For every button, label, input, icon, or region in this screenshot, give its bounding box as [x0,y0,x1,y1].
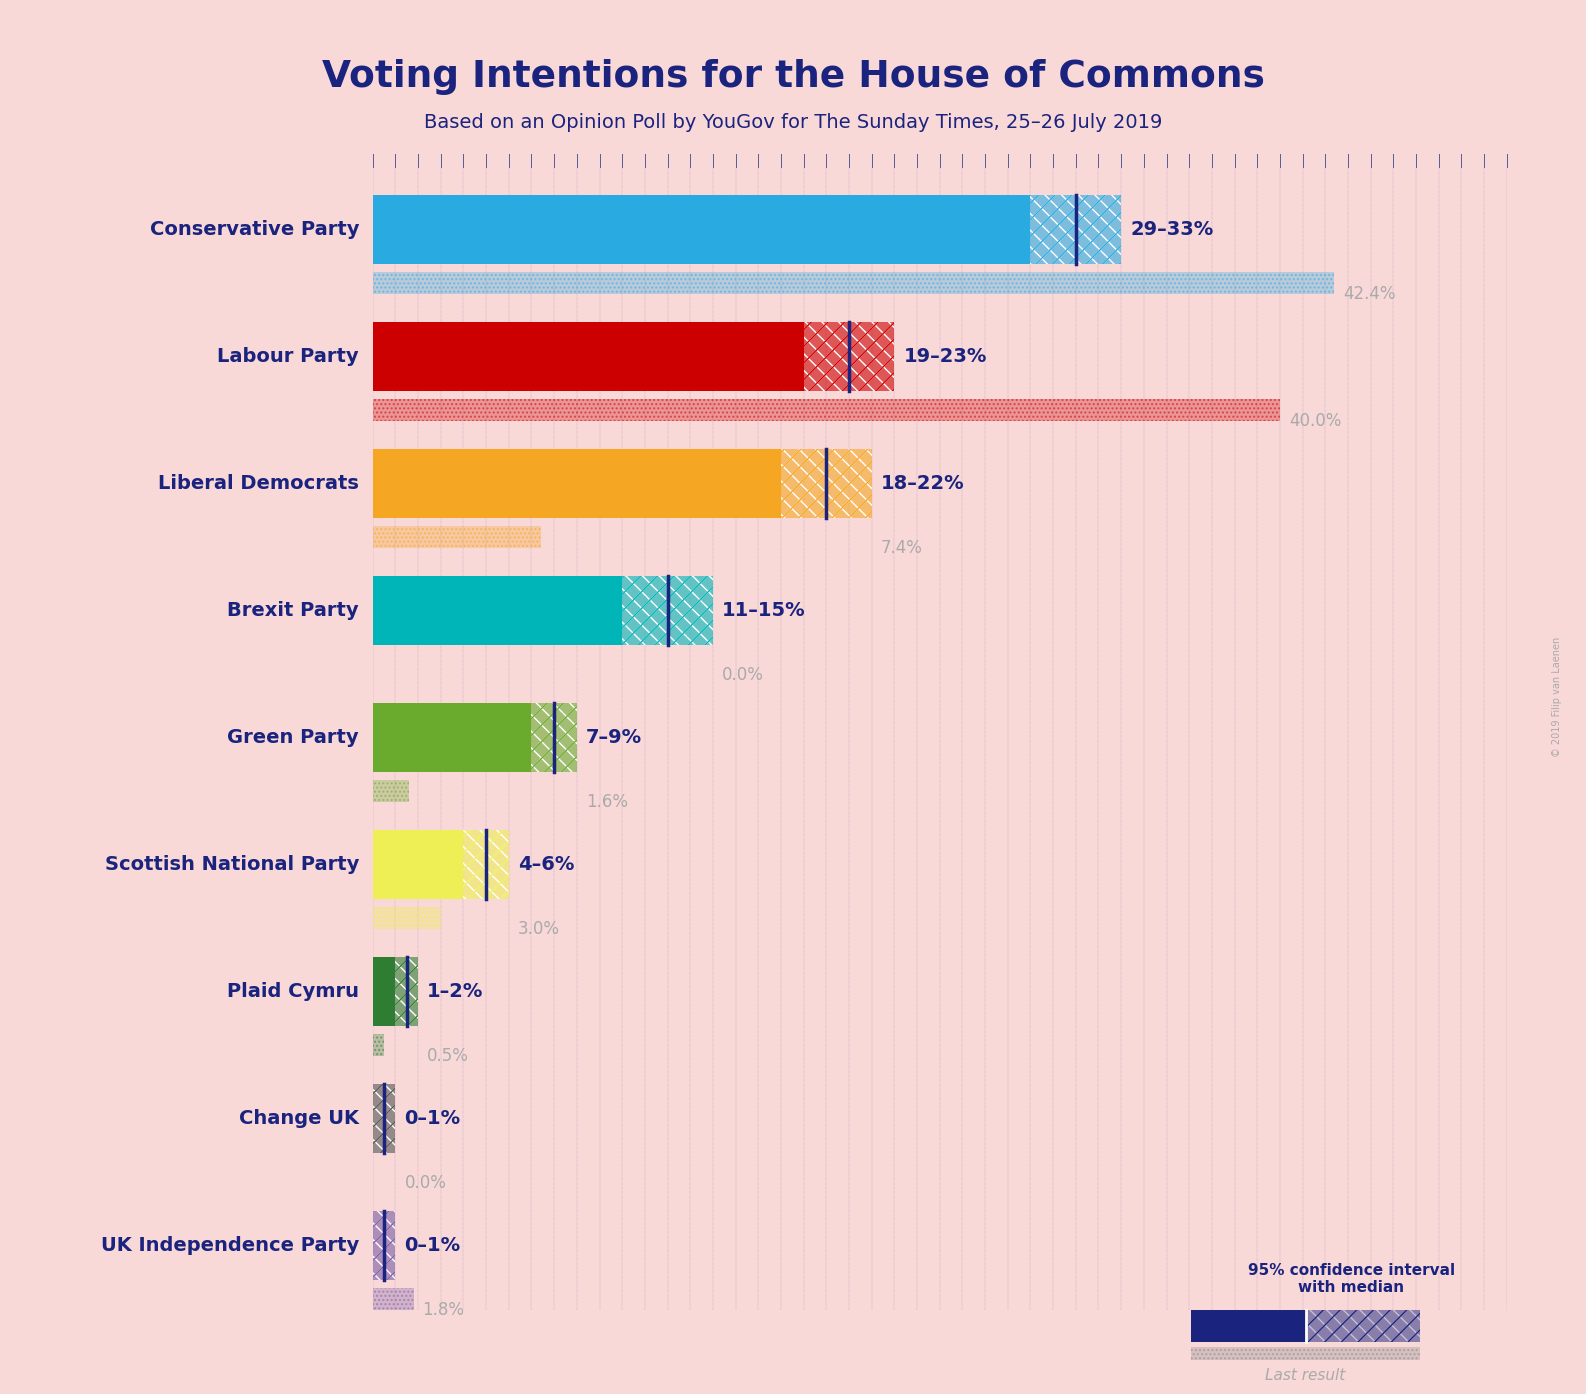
Bar [1031,195,1121,263]
Bar [373,1211,395,1280]
Text: 7.4%: 7.4% [880,539,923,558]
Text: 0.0%: 0.0% [722,666,764,684]
Bar [463,829,509,899]
Bar [531,703,577,772]
Text: 4–6%: 4–6% [519,855,574,874]
Bar [622,576,712,645]
Bar [373,526,541,548]
Text: Liberal Democrats: Liberal Democrats [159,474,358,493]
Bar [373,399,1280,421]
Bar [1191,1347,1419,1361]
Bar [373,906,441,930]
Bar [804,322,895,392]
Text: Green Party: Green Party [227,728,358,747]
Bar [463,829,509,899]
Bar [373,906,441,930]
Bar [373,576,622,645]
Text: Change UK: Change UK [239,1110,358,1128]
Text: 7–9%: 7–9% [585,728,642,747]
Bar [373,779,409,803]
Bar [1191,1310,1305,1341]
Text: © 2019 Filip van Laenen: © 2019 Filip van Laenen [1553,637,1562,757]
Text: Based on an Opinion Poll by YouGov for The Sunday Times, 25–26 July 2019: Based on an Opinion Poll by YouGov for T… [423,113,1163,132]
Bar [373,1085,395,1153]
Bar [1191,1347,1419,1361]
Bar [1031,195,1121,263]
Text: 1–2%: 1–2% [427,983,484,1001]
Text: 42.4%: 42.4% [1343,286,1396,304]
Bar [373,195,1031,263]
Text: 1.6%: 1.6% [585,793,628,811]
Text: 3.0%: 3.0% [519,920,560,938]
Bar [373,1211,395,1280]
Text: UK Independence Party: UK Independence Party [102,1236,358,1255]
Text: Plaid Cymru: Plaid Cymru [227,983,358,1001]
Bar [531,703,577,772]
Text: Brexit Party: Brexit Party [227,601,358,620]
Bar [622,576,712,645]
Bar [804,322,895,392]
Bar [373,399,1280,421]
Text: 11–15%: 11–15% [722,601,806,620]
Text: Conservative Party: Conservative Party [149,220,358,238]
Bar [373,322,804,392]
Bar [373,1085,395,1153]
Bar [373,1034,384,1057]
Bar [373,1211,395,1280]
Bar [531,703,577,772]
Bar [373,1288,414,1310]
Bar [804,322,895,392]
Text: 1.8%: 1.8% [422,1302,465,1319]
Text: 0–1%: 0–1% [404,1110,460,1128]
Bar [463,829,509,899]
Bar [373,272,1334,294]
Text: Scottish National Party: Scottish National Party [105,855,358,874]
Text: 0.0%: 0.0% [404,1174,446,1192]
Text: 19–23%: 19–23% [904,347,986,367]
Bar [395,958,419,1026]
Text: Last result: Last result [1266,1368,1345,1383]
Bar [373,1085,395,1153]
Text: Labour Party: Labour Party [217,347,358,367]
Text: 95% confidence interval
with median: 95% confidence interval with median [1248,1263,1454,1295]
Bar [780,449,872,519]
Bar [373,1034,384,1057]
Bar [1305,1310,1419,1341]
Bar [622,576,712,645]
Bar [373,958,395,1026]
Bar [373,526,541,548]
Bar [1031,195,1121,263]
Bar [780,449,872,519]
Text: 40.0%: 40.0% [1289,413,1342,431]
Bar [1305,1310,1419,1341]
Text: 0–1%: 0–1% [404,1236,460,1255]
Text: 29–33%: 29–33% [1131,220,1213,238]
Bar [373,1288,414,1310]
Bar [780,449,872,519]
Bar [373,449,780,519]
Bar [373,829,463,899]
Bar [373,272,1334,294]
Bar [395,958,419,1026]
Bar [373,703,531,772]
Text: 0.5%: 0.5% [427,1047,469,1065]
Text: Voting Intentions for the House of Commons: Voting Intentions for the House of Commo… [322,59,1264,95]
Bar [395,958,419,1026]
Text: 18–22%: 18–22% [880,474,964,493]
Bar [373,779,409,803]
